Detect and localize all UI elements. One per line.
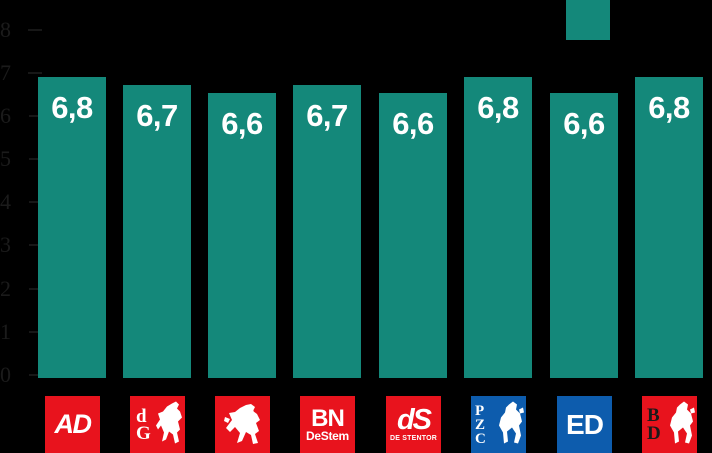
logo-de-stentor-text: dS DE STENTOR: [386, 396, 441, 453]
y-tick-mark-6: [29, 115, 40, 117]
bar-pzc[interactable]: [464, 77, 532, 378]
logo-dg-text: d G: [130, 396, 185, 453]
logo-slot-2: d G: [123, 396, 191, 453]
x-axis-logo-row: AD d G: [38, 396, 712, 453]
logo-de-stentor[interactable]: dS DE STENTOR: [386, 396, 441, 453]
logo-slot-7: ED: [550, 396, 618, 453]
y-tick-label-1: 1: [0, 319, 11, 344]
y-tick-label-4: 4: [0, 189, 11, 214]
logo-bd-line1: B: [647, 404, 660, 426]
y-tick-label-3: 3: [0, 232, 11, 257]
rearing-horse-icon: [224, 404, 260, 444]
bar-tubantia[interactable]: [208, 93, 276, 378]
bar-slot-3: 6,6: [208, 0, 276, 378]
bar-slot-4: 6,7: [293, 0, 361, 378]
bar-slot-2: 6,7: [123, 0, 191, 378]
logo-ds-line2: DE STENTOR: [390, 435, 437, 442]
y-tick-label-7: 7: [0, 60, 11, 85]
bar-value-label-1: 6,8: [51, 90, 93, 125]
plot-area: 6,8 6,7 6,6 6,7 6,6 6,8 6,6 6,8: [38, 0, 712, 378]
logo-de-gelderlander[interactable]: d G: [130, 396, 185, 453]
bar-de-stentor[interactable]: [379, 93, 447, 378]
logo-bn-destem[interactable]: BN DeStem: [300, 396, 355, 453]
bar-value-label-7: 6,6: [563, 106, 605, 141]
logo-ed-text: ED: [566, 408, 604, 440]
logo-pzc-line3: C: [475, 430, 486, 447]
bar-ed[interactable]: [550, 93, 618, 378]
y-tick-label-5: 5: [0, 146, 11, 171]
logo-slot-3: [208, 396, 276, 453]
y-tick-mark-7: [28, 72, 42, 74]
logo-bd-text: B D: [642, 396, 697, 453]
logo-pzc-text: P Z C: [471, 396, 526, 453]
y-tick-mark-4: [29, 201, 40, 203]
logo-slot-4: BN DeStem: [293, 396, 361, 453]
bar-value-label-8: 6,8: [648, 90, 690, 125]
logo-bn-line1: BN: [311, 404, 345, 432]
logo-slot-1: AD: [38, 396, 106, 453]
y-tick-mark-8: [28, 29, 42, 31]
bar-bn-destem[interactable]: [293, 85, 361, 378]
bar-value-label-2: 6,7: [136, 98, 178, 133]
logo-bn-line2: DeStem: [306, 428, 349, 443]
y-tick-label-2: 2: [0, 276, 11, 301]
logo-ad[interactable]: AD: [45, 396, 100, 453]
y-tick-mark-1: [29, 331, 40, 333]
y-tick-mark-0: [29, 374, 40, 376]
bar-value-label-5: 6,6: [392, 106, 434, 141]
logo-tubantia[interactable]: [215, 396, 270, 453]
logo-dg-line2: G: [136, 422, 151, 444]
bar-value-label-6: 6,8: [477, 90, 519, 125]
bar-value-label-3: 6,6: [221, 106, 263, 141]
y-tick-mark-5: [29, 158, 40, 160]
bar-slot-5: 6,6: [379, 0, 447, 378]
lion-icon: [670, 401, 695, 444]
bar-slot-6: 6,8: [464, 0, 532, 378]
bar-value-label-4: 6,7: [306, 98, 348, 133]
logo-slot-8: B D: [635, 396, 703, 453]
bar-slot-1: 6,8: [38, 0, 106, 378]
logo-ed[interactable]: ED: [557, 396, 612, 453]
logo-brabants-dagblad[interactable]: B D: [642, 396, 697, 453]
y-tick-mark-3: [29, 244, 40, 246]
logo-ad-text: AD: [54, 409, 93, 439]
bar-ad[interactable]: [38, 77, 106, 378]
logo-pzc[interactable]: P Z C: [471, 396, 526, 453]
bar-dg[interactable]: [123, 85, 191, 378]
logo-ds-line1: dS: [396, 404, 432, 436]
bar-brabants-dagblad[interactable]: [635, 77, 703, 378]
lion-icon: [499, 401, 524, 444]
y-tick-mark-2: [29, 288, 40, 290]
logo-pzc-line2: Z: [475, 416, 486, 433]
y-tick-label-8: 8: [0, 17, 11, 42]
bar-slot-7: 6,6: [550, 0, 618, 378]
bar-slot-8: 6,8: [635, 0, 703, 378]
logo-dg-line1: d: [136, 405, 147, 427]
logo-bn-destem-text: BN DeStem: [300, 396, 355, 453]
y-tick-label-0: 0: [0, 362, 11, 387]
logo-bd-line2: D: [647, 422, 661, 444]
y-axis: 8 7 6 5 4 3 2 1: [0, 0, 42, 400]
legend-color-swatch: [566, 0, 610, 40]
logo-pzc-line1: P: [475, 402, 485, 419]
horse-rider-icon: [156, 401, 182, 444]
logo-slot-5: dS DE STENTOR: [379, 396, 447, 453]
y-tick-label-6: 6: [0, 103, 11, 128]
logo-slot-6: P Z C: [464, 396, 532, 453]
